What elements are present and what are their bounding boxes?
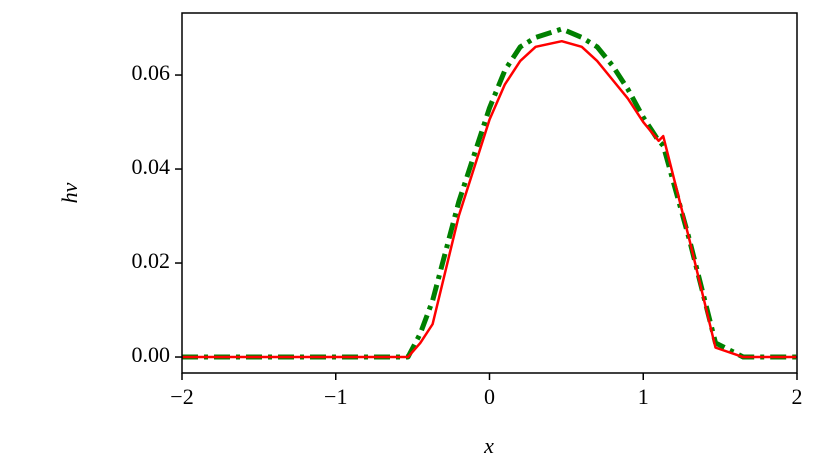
x-tick-label: 2: [792, 384, 803, 409]
x-tick-label: −1: [324, 384, 347, 409]
series-line: [182, 39, 797, 359]
axes-frame: [181, 12, 798, 374]
x-tick-label: −2: [170, 384, 193, 409]
x-tick-label: 1: [638, 384, 649, 409]
y-tick-label: 0.02: [132, 248, 171, 273]
y-axis-label: hv: [57, 182, 82, 203]
y-tick-label: 0.00: [132, 342, 171, 367]
plot-area: [182, 26, 797, 360]
y-tick-label: 0.06: [132, 60, 171, 85]
y-tick-label: 0.04: [132, 154, 171, 179]
x-tick-label: 0: [484, 384, 495, 409]
x-axis-label: x: [483, 433, 494, 458]
series-line: [182, 26, 797, 360]
